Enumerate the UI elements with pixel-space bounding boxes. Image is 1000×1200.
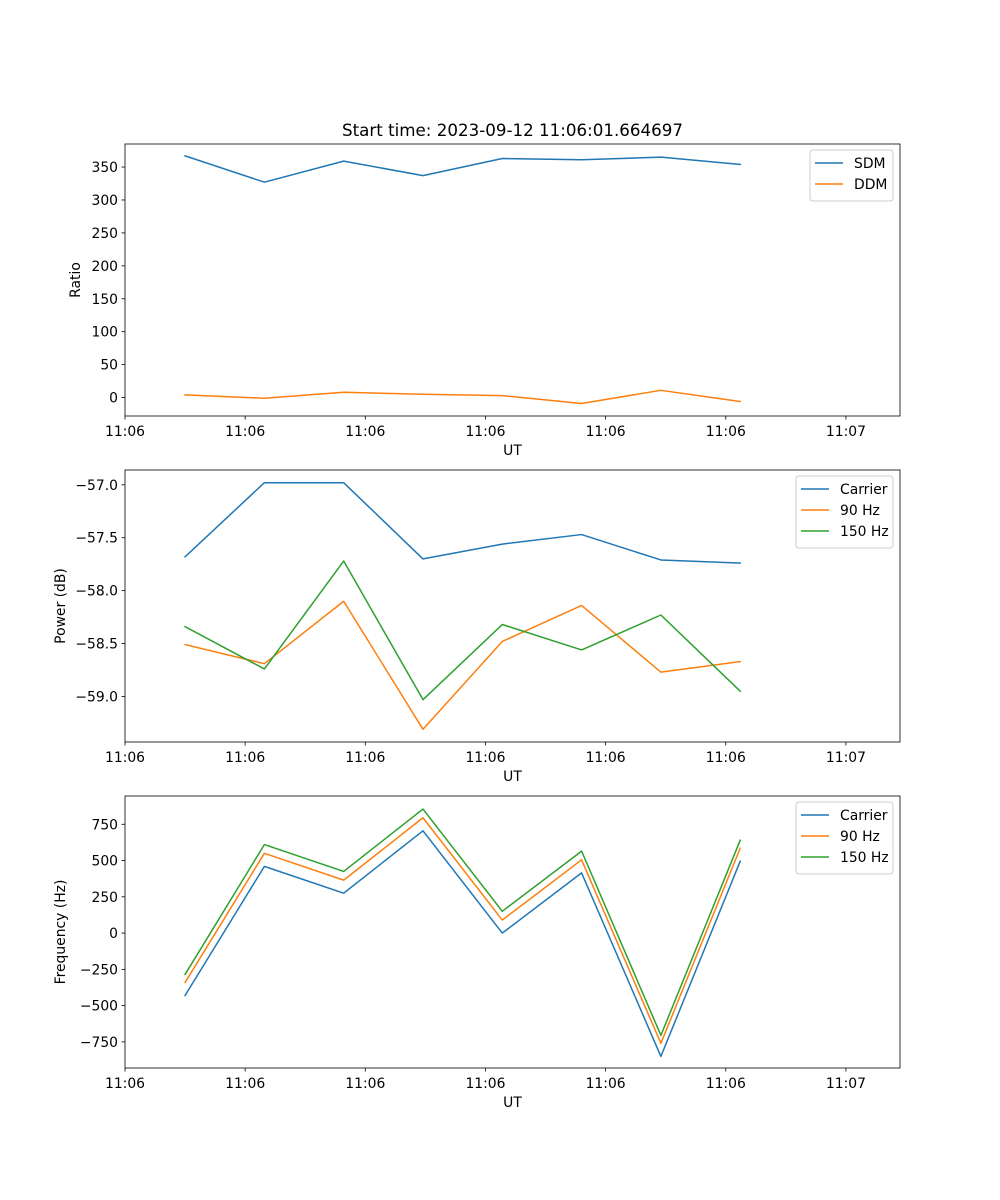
frequency-panel: 11:06 11:06 11:06 11:06 11:06 11:06 11:07 −750 −… — [53, 795, 901, 1111]
ratio-series-ddm — [184, 389, 742, 405]
frequency-x-axis-label: UT — [503, 1095, 522, 1111]
frequency-x-tick-label: 11:06 — [465, 1076, 505, 1092]
frequency-y-tick-label: 500 — [91, 854, 118, 870]
ratio-x-tick-label: 11:07 — [826, 424, 866, 440]
ratio-legend-label-ddm: DDM — [854, 177, 887, 193]
ratio-x-tick-label: 11:06 — [345, 424, 385, 440]
ratio-x-tick-label: 11:06 — [105, 424, 145, 440]
frequency-y-axis-label: Frequency (Hz) — [53, 880, 69, 985]
power-x-tick-label: 11:06 — [105, 750, 145, 766]
power-legend-box — [795, 475, 894, 549]
frequency-x-tick-label: 11:07 — [826, 1076, 866, 1092]
frequency-x-tick-label: 11:06 — [706, 1076, 746, 1092]
power-legend: Carrier 90 Hz 150 Hz — [795, 475, 894, 549]
panels: 11:06 11:06 11:06 11:06 11:06 11:06 11:07 0 50 10… — [53, 143, 901, 1111]
power-y-tick-label: −57.5 — [75, 531, 118, 547]
ratio-legend: SDM DDM — [809, 149, 894, 202]
power-series-150-hz — [184, 560, 742, 701]
power-y-axis-label: Power (dB) — [53, 568, 69, 644]
power-x-axis-label: UT — [503, 769, 522, 785]
frequency-legend-label-150-hz: 150 Hz — [840, 850, 889, 866]
frequency-legend: Carrier 90 Hz 150 Hz — [795, 801, 894, 875]
power-x-tick-label: 11:06 — [706, 750, 746, 766]
power-x-tick-label: 11:06 — [465, 750, 505, 766]
ratio-y-tick-label: 50 — [100, 358, 118, 374]
ratio-x-axis-label: UT — [503, 443, 522, 459]
frequency-y-tick-label: −250 — [80, 962, 118, 978]
ratio-y-tick-label: 150 — [91, 292, 118, 308]
ratio-x-tick-label: 11:06 — [465, 424, 505, 440]
power-panel: 11:06 11:06 11:06 11:06 11:06 11:06 11:07 −59.0… — [53, 469, 901, 785]
power-series-90-hz — [184, 600, 742, 731]
power-series-carrier — [184, 481, 741, 564]
ratio-x-tick-label: 11:06 — [225, 424, 265, 440]
power-y-tick-label: −58.0 — [75, 584, 118, 600]
power-x-tick-label: 11:06 — [586, 750, 626, 766]
ratio-y-tick-label: 200 — [91, 259, 118, 275]
frequency-axes-frame — [124, 795, 901, 1069]
ratio-x-tick-label: 11:06 — [706, 424, 746, 440]
power-x-tick-label: 11:07 — [826, 750, 866, 766]
ratio-y-tick-label: 350 — [91, 160, 118, 176]
power-axes-frame — [124, 469, 901, 743]
ratio-y-axis-label: Ratio — [68, 262, 84, 298]
ratio-axes-frame — [124, 143, 901, 417]
frequency-legend-label-carrier: Carrier — [840, 808, 888, 824]
power-legend-label-carrier: Carrier — [840, 482, 888, 498]
ratio-x-tick-label: 11:06 — [586, 424, 626, 440]
power-legend-label-150-hz: 150 Hz — [840, 524, 889, 540]
frequency-y-tick-label: 0 — [109, 926, 118, 942]
power-x-tick-label: 11:06 — [225, 750, 265, 766]
frequency-legend-label-90-hz: 90 Hz — [840, 829, 880, 845]
ratio-panel: 11:06 11:06 11:06 11:06 11:06 11:06 11:07 0 50 10… — [68, 143, 901, 459]
frequency-x-tick-label: 11:06 — [225, 1076, 265, 1092]
power-x-tick-label: 11:06 — [345, 750, 385, 766]
frequency-y-tick-label: −750 — [80, 1035, 118, 1051]
chart-title: Start time: 2023-09-12 11:06:01.664697 — [342, 120, 683, 140]
power-y-tick-label: −59.0 — [75, 689, 118, 705]
frequency-legend-box — [795, 801, 894, 875]
ratio-y-tick-label: 250 — [91, 226, 118, 242]
frequency-y-tick-label: −500 — [80, 999, 118, 1015]
ratio-y-tick-label: 100 — [91, 325, 118, 341]
frequency-x-tick-label: 11:06 — [345, 1076, 385, 1092]
power-legend-label-90-hz: 90 Hz — [840, 503, 880, 519]
ratio-series-sdm — [184, 154, 742, 183]
frequency-y-tick-label: 750 — [91, 817, 118, 833]
frequency-y-tick-label: 250 — [91, 890, 118, 906]
frequency-series-150-hz — [184, 808, 742, 1037]
frequency-x-tick-label: 11:06 — [586, 1076, 626, 1092]
frequency-series-carrier — [184, 830, 742, 1058]
ratio-y-tick-label: 300 — [91, 193, 118, 209]
ratio-y-tick-label: 0 — [109, 391, 118, 407]
ratio-legend-label-sdm: SDM — [854, 156, 886, 172]
power-y-tick-label: −58.5 — [75, 637, 118, 653]
power-y-tick-label: −57.0 — [75, 478, 118, 494]
frequency-series-90-hz — [184, 817, 742, 1045]
frequency-x-tick-label: 11:06 — [105, 1076, 145, 1092]
